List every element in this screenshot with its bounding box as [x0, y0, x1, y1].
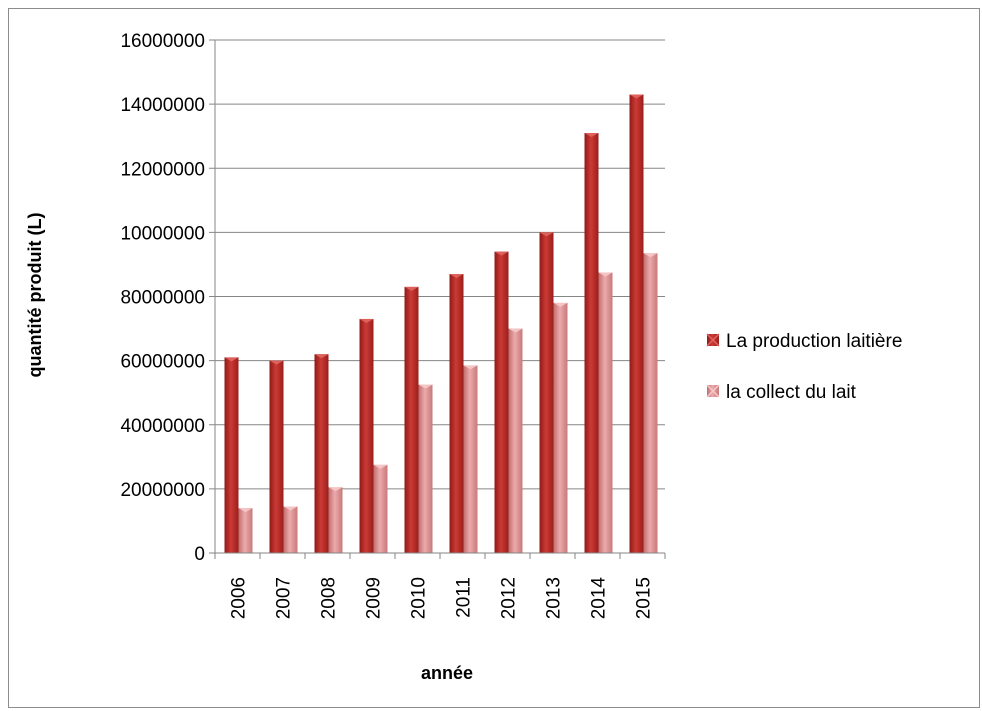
bar-body	[224, 357, 239, 553]
x-tick-label: 2008	[319, 577, 340, 619]
bar-top-bevel	[314, 354, 329, 359]
bar-production-2013	[539, 232, 554, 553]
bar-body	[598, 272, 613, 553]
bar-production-2010	[404, 286, 419, 553]
x-tick-label: 2015	[634, 577, 655, 619]
bar-collect-2015	[643, 253, 658, 553]
bar-body	[629, 94, 644, 553]
bar-body	[269, 360, 284, 553]
bar-body	[418, 384, 433, 553]
bar-body	[553, 302, 568, 553]
legend: La production laitière la collect du lait	[706, 331, 902, 403]
bar-body	[283, 506, 298, 553]
x-tick-label: 2013	[544, 577, 565, 619]
bar-top-bevel	[494, 251, 509, 256]
y-tick-label: 10000000	[120, 223, 205, 244]
bar-body	[539, 232, 554, 553]
x-tick-label: 2010	[409, 577, 430, 619]
bar-body	[508, 328, 523, 553]
legend-label: La production laitière	[726, 331, 902, 352]
bar-body	[404, 286, 419, 553]
bar-collect-2006	[238, 508, 253, 553]
bar-top-bevel	[553, 302, 568, 307]
bar-collect-2007	[283, 506, 298, 553]
bar-top-bevel	[539, 232, 554, 237]
y-axis-title: quantité produit (L)	[25, 213, 45, 378]
y-tick-label: 0	[194, 544, 205, 565]
x-tick-label: 2011	[454, 577, 475, 618]
bar-top-bevel	[463, 365, 478, 370]
bar-top-bevel	[629, 94, 644, 99]
y-tick-label: 40000000	[120, 416, 205, 437]
bar-production-2015	[629, 94, 644, 553]
y-tick-label: 60000000	[120, 352, 205, 373]
bar-body	[238, 508, 253, 553]
bar-top-bevel	[359, 318, 374, 323]
bar-production-2007	[269, 360, 284, 553]
bars	[224, 94, 658, 554]
bar-body	[328, 487, 343, 553]
x-tick-label: 2014	[589, 577, 610, 620]
legend-label: la collect du lait	[726, 382, 857, 403]
bar-production-2012	[494, 251, 509, 554]
bar-top-bevel	[269, 360, 284, 365]
bar-top-bevel	[373, 464, 388, 469]
chart-frame	[8, 8, 980, 708]
y-tick-label: 12000000	[120, 159, 205, 180]
bar-body	[584, 132, 599, 553]
bar-top-bevel	[224, 357, 239, 362]
y-tick-label: 14000000	[120, 95, 205, 116]
x-tick-label: 2007	[274, 577, 295, 619]
bar-top-bevel	[404, 286, 419, 291]
axes	[214, 40, 665, 554]
x-tick-label: 2009	[364, 577, 385, 619]
y-tick-label: 16000000	[120, 31, 205, 52]
x-axis-title: année	[421, 663, 473, 683]
x-tick-label: 2006	[229, 577, 250, 619]
y-tick-label: 20000000	[120, 480, 205, 501]
bar-top-bevel	[449, 274, 464, 279]
bar-collect-2008	[328, 487, 343, 553]
bar-production-2011	[449, 274, 464, 553]
bar-top-bevel	[643, 253, 658, 258]
y-tick-labels: 0 20000000 40000000 60000000 80000000 1000000…	[120, 31, 205, 565]
legend-item: La production laitière	[706, 331, 902, 352]
bar-top-bevel	[584, 132, 599, 137]
bar-collect-2013	[553, 302, 568, 553]
bar-production-2006	[224, 357, 239, 553]
bar-collect-2010	[418, 384, 433, 553]
bar-top-bevel	[508, 328, 523, 333]
bar-collect-2011	[463, 365, 478, 553]
bar-top-bevel	[238, 508, 253, 513]
bar-top-bevel	[598, 272, 613, 277]
bar-body	[463, 365, 478, 553]
bar-top-bevel	[283, 506, 298, 511]
bar-top-bevel	[328, 487, 343, 492]
bar-collect-2009	[373, 464, 388, 553]
bar-body	[449, 274, 464, 553]
x-tick-label: 2012	[499, 577, 520, 619]
bar-body	[359, 318, 374, 553]
bar-production-2014	[584, 132, 599, 553]
y-tick-label: 80000000	[120, 288, 205, 309]
bar-production-2009	[359, 318, 374, 553]
bar-collect-2012	[508, 328, 523, 553]
bar-body	[373, 464, 388, 553]
bar-body	[494, 251, 509, 554]
legend-swatch-bevel	[706, 333, 720, 347]
bar-body	[314, 354, 329, 553]
legend-swatch-bevel	[706, 384, 720, 398]
bar-top-bevel	[418, 384, 433, 389]
legend-item: la collect du lait	[706, 382, 857, 403]
bar-body	[643, 253, 658, 553]
bar-collect-2014	[598, 272, 613, 553]
x-tick-labels: 2006 2007 2008 2009 2010 2011 2012 2013 2014 2015	[229, 577, 655, 620]
bar-production-2008	[314, 354, 329, 553]
